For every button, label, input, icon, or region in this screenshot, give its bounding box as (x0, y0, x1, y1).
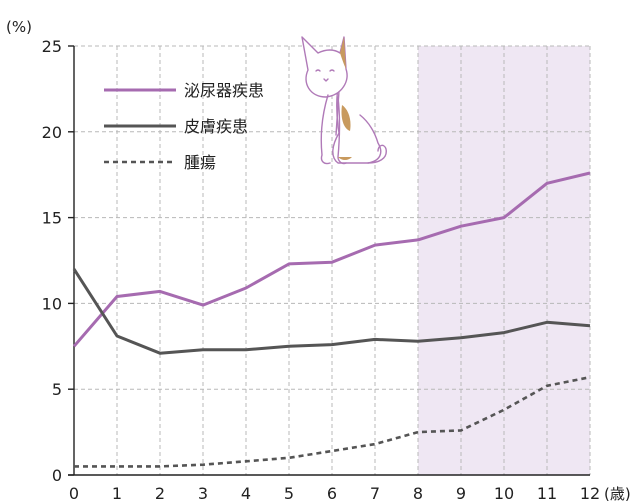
y-tick-labels: 0 5 10 15 20 25 (42, 37, 62, 485)
x-tick-label: 7 (370, 484, 380, 503)
axes (68, 45, 590, 476)
x-tick-label: 4 (241, 484, 251, 503)
y-tick-label: 10 (42, 294, 62, 313)
x-tick-label: 5 (284, 484, 294, 503)
legend-label: 泌尿器疾患 (184, 81, 264, 100)
x-tick-label: 3 (198, 484, 208, 503)
x-unit-label: (歳) (604, 485, 631, 503)
x-tick-labels: 0 1 2 3 4 5 6 7 8 9 10 11 12 (69, 484, 600, 503)
x-tick-label: 1 (112, 484, 122, 503)
y-tick-label: 15 (42, 209, 62, 228)
y-tick-label: 5 (52, 380, 62, 399)
series-line (72, 268, 591, 355)
y-tick-label: 20 (42, 123, 62, 142)
y-tick-label: 25 (42, 37, 62, 56)
y-unit-label: (%) (6, 18, 32, 36)
y-tick-label: 0 (52, 466, 62, 485)
x-tick-label: 11 (537, 484, 557, 503)
series-line (74, 375, 591, 468)
x-tick-label: 8 (413, 484, 423, 503)
x-tick-label: 6 (327, 484, 337, 503)
x-tick-label: 0 (69, 484, 79, 503)
legend-label: 皮膚疾患 (184, 117, 248, 136)
cat-icon (301, 36, 387, 165)
legend-label: 腫瘍 (184, 153, 216, 172)
x-tick-label: 2 (155, 484, 165, 503)
x-tick-label: 12 (580, 484, 600, 503)
x-tick-label: 9 (456, 484, 466, 503)
series-line (72, 171, 591, 348)
series-lines (72, 171, 591, 468)
x-tick-label: 10 (494, 484, 514, 503)
